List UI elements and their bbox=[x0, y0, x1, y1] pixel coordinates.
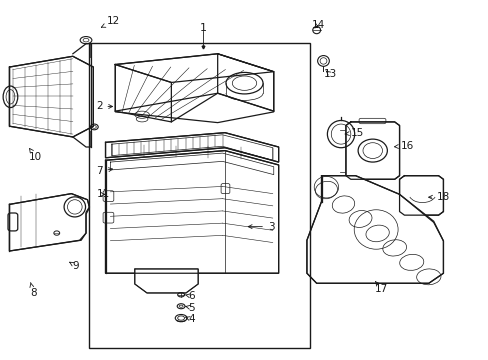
Polygon shape bbox=[9, 56, 93, 137]
Text: 5: 5 bbox=[185, 303, 194, 313]
Polygon shape bbox=[115, 54, 273, 123]
Polygon shape bbox=[306, 176, 443, 283]
Text: 4: 4 bbox=[185, 314, 194, 324]
Polygon shape bbox=[105, 133, 278, 162]
Text: 9: 9 bbox=[70, 261, 80, 271]
Text: 15: 15 bbox=[345, 128, 363, 138]
Text: 13: 13 bbox=[323, 69, 336, 79]
Polygon shape bbox=[399, 176, 443, 215]
Text: 17: 17 bbox=[374, 282, 387, 294]
Text: 2: 2 bbox=[96, 102, 112, 112]
Text: 16: 16 bbox=[394, 141, 413, 151]
Text: 12: 12 bbox=[101, 17, 120, 27]
Text: 11: 11 bbox=[97, 189, 110, 199]
Polygon shape bbox=[345, 122, 399, 179]
Text: 10: 10 bbox=[29, 148, 42, 162]
Polygon shape bbox=[105, 150, 278, 273]
Text: 14: 14 bbox=[311, 20, 325, 30]
Polygon shape bbox=[135, 269, 198, 293]
Polygon shape bbox=[9, 194, 89, 251]
Text: 7: 7 bbox=[96, 166, 112, 176]
Text: 18: 18 bbox=[428, 192, 449, 202]
Bar bbox=[89, 43, 310, 348]
Text: 6: 6 bbox=[185, 291, 194, 301]
Text: 8: 8 bbox=[30, 283, 37, 298]
Text: 1: 1 bbox=[199, 23, 206, 33]
Text: 3: 3 bbox=[248, 222, 274, 231]
